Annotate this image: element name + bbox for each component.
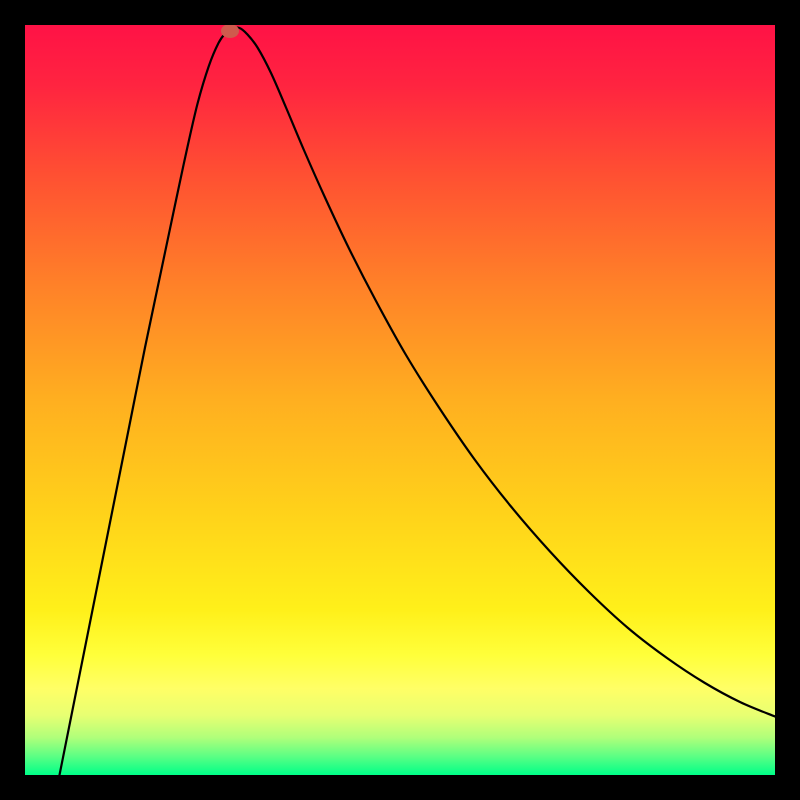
plot-area <box>25 25 775 775</box>
optimum-marker <box>221 25 239 38</box>
canvas: TheBottleneck.com <box>0 0 800 800</box>
watermark-text: TheBottleneck.com <box>580 2 786 28</box>
bottleneck-curve <box>25 25 775 775</box>
